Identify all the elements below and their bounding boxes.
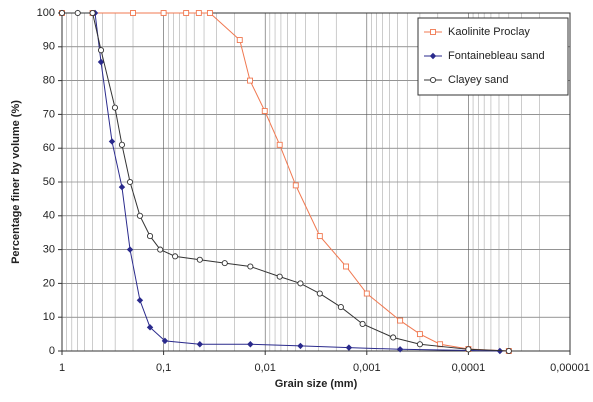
y-tick-label: 80 — [43, 75, 55, 87]
data-point — [345, 344, 353, 351]
y-axis-title: Percentage finer by volume (%) — [10, 100, 22, 264]
legend-label: Kaolinite Proclay — [448, 26, 530, 38]
data-point — [505, 347, 512, 355]
data-point — [196, 341, 204, 348]
data-point — [160, 10, 167, 16]
data-point — [89, 9, 96, 17]
y-tick-label: 90 — [43, 41, 55, 53]
data-point — [97, 47, 105, 54]
data-point — [390, 334, 397, 341]
data-point — [297, 280, 304, 287]
data-point — [146, 324, 154, 331]
data-point — [247, 263, 254, 270]
data-point — [196, 256, 203, 263]
y-tick-label: 20 — [43, 277, 55, 289]
data-point — [195, 10, 202, 16]
data-point — [276, 141, 283, 148]
data-point — [337, 304, 344, 311]
legend-label: Fontainebleau sand — [448, 50, 545, 62]
legend-marker — [429, 52, 437, 60]
data-point — [465, 346, 472, 353]
x-axis-title: Grain size (mm) — [275, 378, 358, 390]
y-tick-label: 60 — [43, 142, 55, 154]
data-point — [316, 233, 323, 240]
data-point — [396, 346, 404, 353]
plot-frame — [61, 12, 571, 352]
data-point — [74, 9, 81, 17]
legend-box — [417, 17, 569, 96]
x-tick-label: 0,01 — [254, 362, 275, 374]
y-tick-label: 50 — [43, 176, 55, 188]
data-point — [247, 77, 253, 84]
data-point — [136, 212, 143, 219]
data-point — [108, 138, 116, 145]
data-point — [276, 273, 283, 280]
data-point — [136, 297, 144, 304]
data-point — [130, 10, 136, 16]
data-point — [146, 233, 154, 240]
y-tick-label: 10 — [43, 311, 55, 323]
x-tick-label: 1 — [59, 362, 65, 374]
y-tick-label: 30 — [43, 244, 55, 256]
data-point — [247, 341, 254, 348]
data-point — [183, 10, 190, 16]
x-tick-label: 0,0001 — [452, 362, 486, 374]
data-point — [316, 290, 323, 297]
y-tick-label: 40 — [43, 210, 55, 222]
x-tick-label: 0,1 — [156, 362, 171, 374]
legend-marker — [430, 29, 436, 35]
data-point — [58, 9, 66, 17]
data-point — [126, 178, 134, 186]
data-point — [292, 182, 299, 189]
y-tick-label: 0 — [49, 345, 55, 357]
y-tick-label: 70 — [43, 108, 55, 120]
data-point — [297, 342, 304, 350]
data-point — [161, 337, 169, 345]
data-point — [221, 260, 228, 267]
x-tick-label: 0,001 — [353, 362, 381, 374]
data-point — [261, 108, 268, 114]
data-point — [236, 37, 243, 43]
data-point — [416, 341, 423, 348]
data-point — [206, 10, 213, 16]
x-tick-label: 0,00001 — [550, 362, 590, 374]
data-point — [416, 331, 423, 338]
data-point — [118, 141, 126, 148]
data-point — [172, 253, 179, 260]
data-point — [157, 246, 164, 253]
data-point — [126, 246, 134, 253]
data-point — [111, 104, 119, 111]
series-line — [62, 12, 509, 352]
y-tick-label: 100 — [37, 7, 55, 19]
data-point — [359, 320, 366, 328]
data-point — [343, 263, 350, 270]
legend-marker — [429, 76, 437, 84]
data-point — [97, 58, 105, 66]
data-point — [363, 290, 370, 297]
data-point — [397, 317, 404, 324]
legend-label: Clayey sand — [448, 74, 509, 86]
data-point — [118, 183, 126, 191]
